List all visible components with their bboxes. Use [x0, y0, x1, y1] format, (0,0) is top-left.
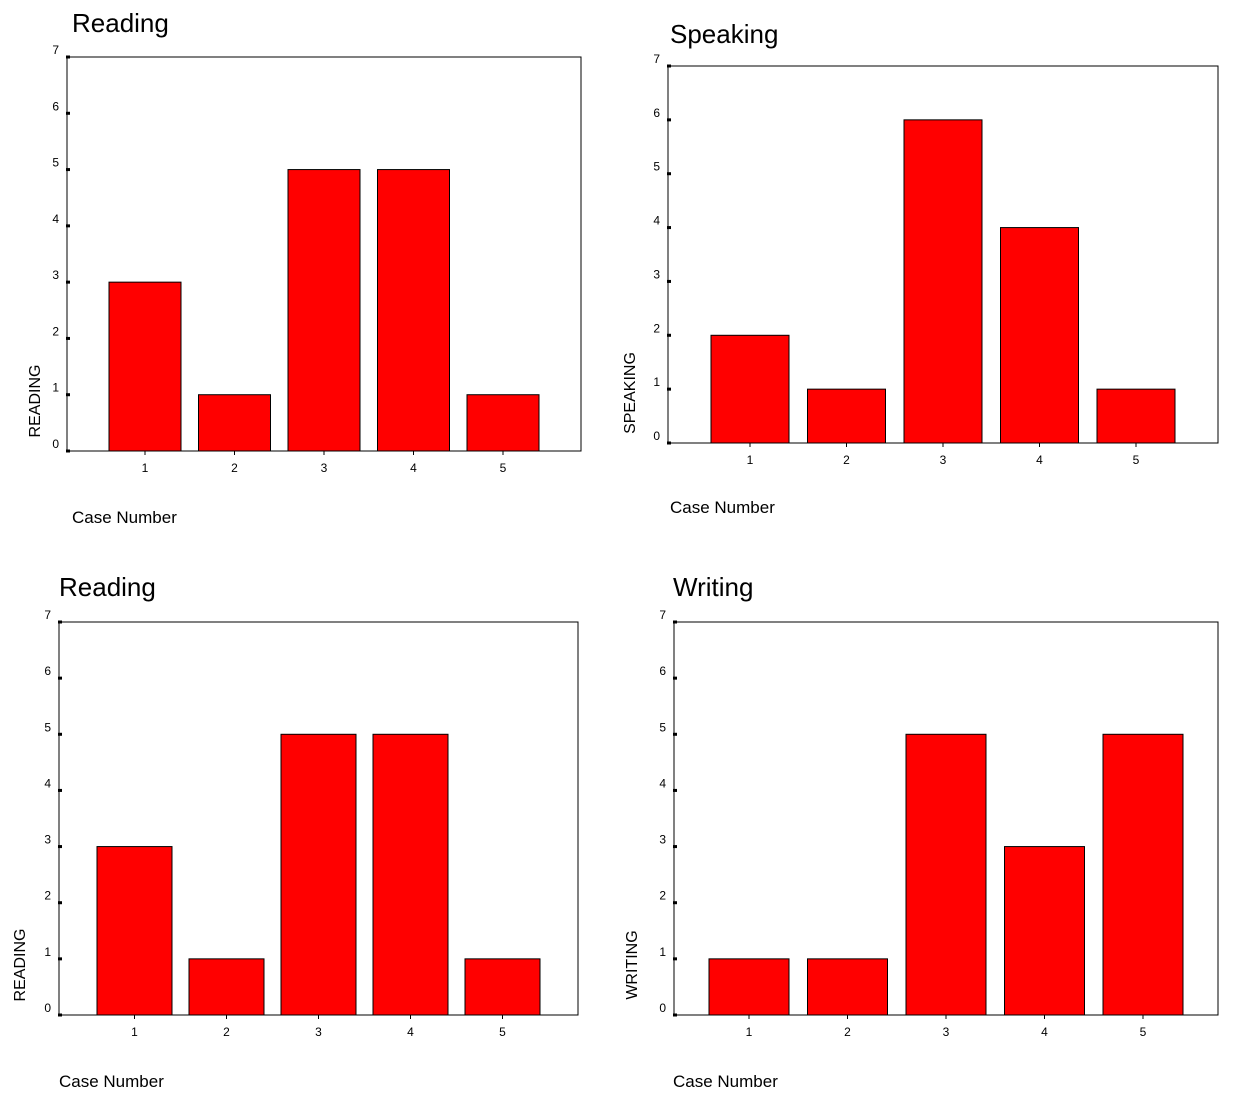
y-tick-label: 0 [659, 1001, 666, 1015]
x-axis-label: Case Number [59, 1072, 164, 1091]
x-tick-label: 5 [1140, 1025, 1147, 1039]
x-tick-label: 4 [407, 1025, 414, 1039]
x-tick-label: 3 [315, 1025, 322, 1039]
bar [1096, 388, 1176, 444]
bar-chart-3: Reading 0 1 2 3 4 5 6 7 1 2 3 4 5 READING Case Number [12, 572, 579, 1091]
x-tick-label: 5 [1133, 453, 1140, 467]
y-tick-label: 7 [659, 608, 666, 622]
bar [905, 733, 987, 1016]
bar [377, 169, 450, 452]
chart-title: Speaking [670, 19, 778, 49]
y-tick-label: 1 [653, 375, 660, 389]
chart-title: Reading [72, 8, 169, 38]
bar [1004, 846, 1085, 1016]
chart-title: Reading [59, 572, 156, 602]
y-axis-label: SPEAKING [622, 352, 639, 434]
y-tick-label: 4 [653, 214, 660, 228]
x-tick-label: 4 [1041, 1025, 1048, 1039]
bar [188, 958, 265, 1016]
y-tick-label: 6 [44, 664, 51, 678]
y-tick-label: 3 [44, 833, 51, 847]
x-tick-label: 5 [499, 1025, 506, 1039]
bar [807, 388, 886, 444]
bar [1102, 733, 1184, 1016]
y-tick-label: 7 [44, 608, 51, 622]
y-tick-label: 4 [659, 776, 666, 790]
bar-chart-2: Speaking 0 1 2 3 4 5 6 7 1 2 3 4 5 SPEAKING Case Number [622, 19, 1219, 517]
y-tick-label: 2 [52, 324, 59, 338]
x-axis-label: Case Number [673, 1072, 778, 1091]
x-tick-label: 4 [410, 461, 417, 475]
x-tick-label: 1 [131, 1025, 138, 1039]
y-axis-label: WRITING [624, 930, 641, 999]
y-tick-label: 3 [659, 833, 666, 847]
bar [464, 958, 541, 1016]
chart-title: Writing [673, 572, 753, 602]
bar-chart-1: Reading 0 1 2 3 4 5 6 7 1 2 3 4 5 READING Case Number [27, 8, 582, 527]
bar [96, 846, 173, 1016]
y-tick-label: 1 [44, 945, 51, 959]
y-tick-label: 6 [52, 99, 59, 113]
bar [903, 119, 983, 444]
y-tick-label: 2 [653, 321, 660, 335]
bar [108, 281, 182, 452]
x-tick-label: 3 [943, 1025, 950, 1039]
y-tick-label: 3 [653, 267, 660, 281]
y-tick-label: 1 [52, 381, 59, 395]
bar [807, 958, 888, 1016]
x-tick-label: 2 [844, 1025, 851, 1039]
y-tick-label: 0 [653, 429, 660, 443]
y-axis-label: READING [12, 929, 29, 1002]
bar [708, 958, 790, 1016]
bar [198, 394, 271, 452]
x-tick-label: 2 [843, 453, 850, 467]
bar-chart-4: Writing 0 1 2 3 4 5 6 7 1 2 3 4 5 WRITING Case Number [624, 572, 1219, 1091]
bar [710, 334, 790, 444]
y-tick-label: 3 [52, 268, 59, 282]
y-tick-label: 6 [659, 664, 666, 678]
x-tick-label: 2 [231, 461, 238, 475]
bar [1000, 227, 1079, 444]
y-tick-label: 4 [44, 776, 51, 790]
x-tick-label: 4 [1036, 453, 1043, 467]
y-tick-label: 0 [52, 437, 59, 451]
bar [280, 733, 357, 1016]
x-axis-label: Case Number [72, 508, 177, 527]
y-tick-label: 0 [44, 1001, 51, 1015]
bar [466, 394, 540, 452]
x-tick-label: 1 [142, 461, 149, 475]
bar [287, 169, 361, 452]
x-tick-label: 5 [500, 461, 507, 475]
x-tick-label: 2 [223, 1025, 230, 1039]
x-tick-label: 3 [321, 461, 328, 475]
y-tick-label: 5 [653, 160, 660, 174]
y-tick-label: 4 [52, 212, 59, 226]
x-tick-label: 3 [940, 453, 947, 467]
y-tick-label: 5 [52, 156, 59, 170]
y-tick-label: 5 [659, 720, 666, 734]
y-tick-label: 7 [52, 43, 59, 57]
y-tick-label: 5 [44, 720, 51, 734]
y-tick-label: 1 [659, 945, 666, 959]
y-axis-label: READING [27, 365, 44, 438]
y-tick-label: 2 [659, 889, 666, 903]
y-tick-label: 7 [653, 52, 660, 66]
y-tick-label: 2 [44, 889, 51, 903]
x-axis-label: Case Number [670, 498, 775, 517]
x-tick-label: 1 [747, 453, 754, 467]
y-tick-label: 6 [653, 106, 660, 120]
x-tick-label: 1 [746, 1025, 753, 1039]
bar [372, 733, 449, 1016]
